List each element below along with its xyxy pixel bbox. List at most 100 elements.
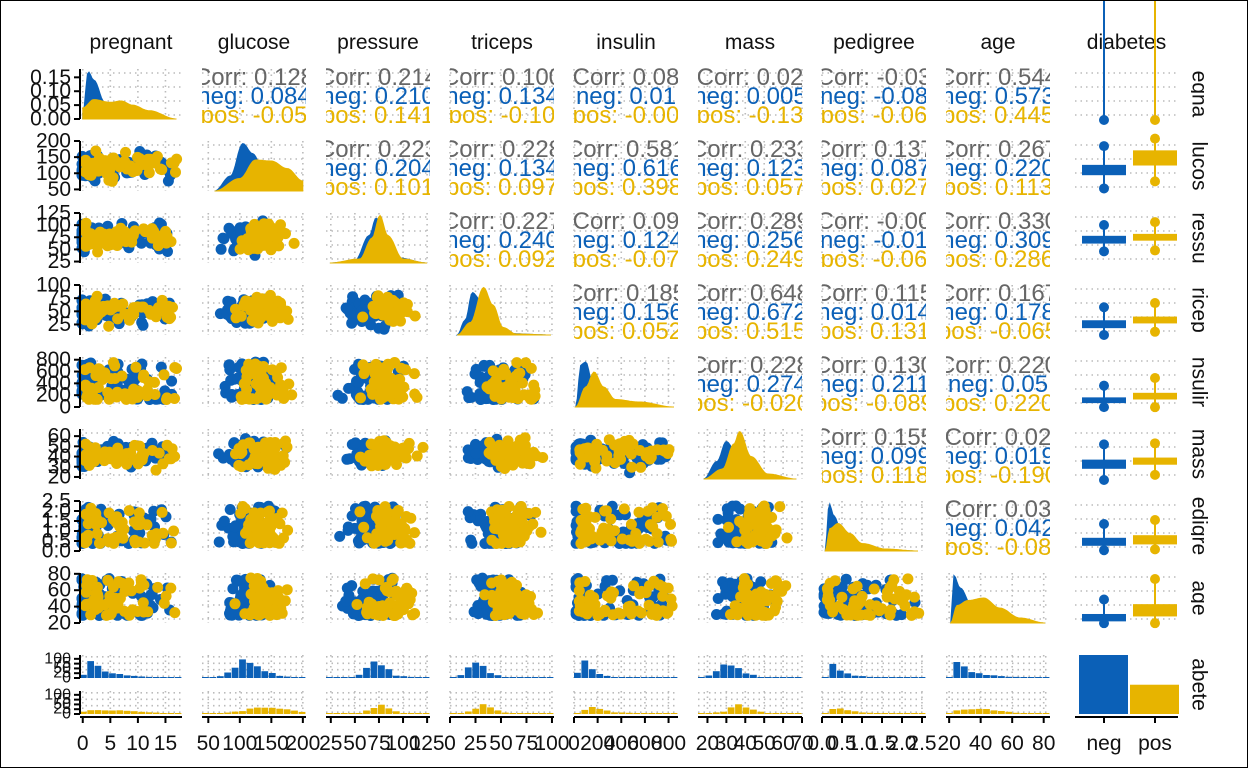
corr-neg-label: neg: 0.220 [941,155,1054,182]
scatter-point-pos [411,450,423,462]
histogram-bar [1042,677,1050,678]
scatter-point-pos [495,574,507,586]
panel-grid [1075,504,1178,548]
histogram-bar [479,665,487,678]
x-tick-label: 50 [489,732,512,755]
boxplot-pos [1133,133,1177,187]
column-strip-label: glucose [218,31,290,54]
histogram-bar [268,673,276,678]
scatter-point-neg [218,233,230,245]
density-pos [703,431,797,480]
scatter-panel [213,500,294,549]
scatter-point-neg [350,437,361,449]
histogram-bar [116,710,124,714]
scatter-point-pos [403,598,414,610]
scatter-point-pos [666,600,678,612]
histogram-bar [844,710,852,714]
boxplot-box [1133,535,1177,545]
histogram-neg [202,659,306,678]
scatter-point-pos [489,514,501,526]
scatter-point-pos [276,607,288,619]
corr-overall-label: Corr: 0.289 [690,208,810,235]
scatter-point-neg [712,513,724,525]
y-tick-label: 25 [48,250,71,273]
corr-overall-label: Corr: 0.228 [442,136,562,163]
corr-overall-label: Corr: 0.100 [442,64,562,91]
scatter-point-neg [896,609,908,621]
boxplot-outlier [1099,183,1109,194]
histogram-bar [822,677,829,678]
x-tick-label: 25 [464,732,487,755]
scatter-point-pos [732,605,744,617]
histogram-bar [472,708,480,714]
column-strip-label: pedigree [833,31,915,54]
scatter-panel [76,290,178,332]
scatter-panel [332,357,423,405]
scatter-point-neg [224,504,236,515]
scatter-point-pos [511,392,523,404]
scatter-point-pos [248,315,259,327]
y-tick-label: 75 [53,655,71,672]
boxplot-box [1082,537,1126,546]
histogram-bar [822,713,829,714]
histogram-bar [663,713,670,714]
scatter-point-pos [355,392,366,404]
boxplot-neg [1099,1,1109,125]
histogram-bar [618,677,626,678]
scatter-point-pos [389,298,401,309]
scatter-point-neg [755,576,767,588]
scatter-point-pos [262,526,274,538]
scatter-point-neg [341,303,353,315]
corr-pos-label: pos: -0.13 [697,102,804,129]
histogram-bar [392,711,400,714]
scatter-point-pos [126,236,138,248]
corr-neg-label: neg: -0.01 [820,227,928,254]
histogram-bar [261,671,269,678]
corr-pos-label: pos: -0.08 [945,534,1052,561]
scatter-point-pos [236,235,248,247]
corr-neg-label: neg: 0.616 [569,155,682,182]
scatter-point-pos [111,386,123,398]
x-tick-label: 200 [285,732,320,755]
histogram-bar [888,713,896,714]
scatter-point-pos [515,608,527,619]
scatter-point-pos [390,507,402,519]
histogram-bar [254,666,261,678]
boxplot-pos [1133,438,1177,480]
scatter-point-pos [84,362,96,374]
row-strip-clip: egna [1191,71,1211,118]
scatter-point-pos [103,393,115,405]
boxplot-box [1082,613,1126,622]
scatter-point-pos [251,534,263,546]
scatter-point-neg [353,377,364,388]
x-tick-label: 10 [126,732,149,755]
histogram-bar [720,664,728,678]
boxplot-outlier [1099,380,1109,391]
scatter-panel [76,217,177,258]
scatter-point-pos [117,532,129,544]
histogram-bar [596,674,604,678]
scatter-point-neg [223,222,235,234]
scatter-point-pos [266,443,278,455]
scatter-point-pos [486,534,498,546]
scatter-point-neg [213,536,225,548]
panel-grid [326,691,430,714]
scatter-point-neg [343,382,355,394]
histogram-bar [167,677,175,678]
scatter-point-pos [900,589,912,601]
corr-pos-label: pos: 0.052 [570,318,682,345]
histogram-bar [160,713,167,714]
row-strip-clip: nsulir [1191,357,1211,407]
histogram-bar [415,713,422,714]
scatter-panel [224,572,293,621]
panel-grid [573,141,678,191]
histogram-bar [502,677,509,678]
histogram-bar [968,709,976,714]
corr-neg-label: neg: 0.240 [445,227,558,254]
scatter-point-pos [902,573,914,585]
scatter-point-pos [745,508,756,520]
corr-overall-label: Corr: 0.128 [194,64,314,91]
